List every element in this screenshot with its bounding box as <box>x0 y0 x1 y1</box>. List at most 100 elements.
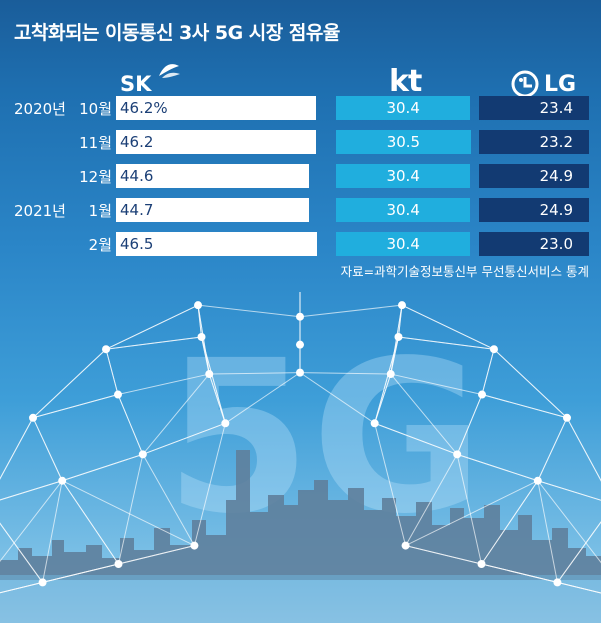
building <box>518 515 532 580</box>
network-link <box>401 304 495 350</box>
network-node <box>197 332 206 341</box>
network-node <box>478 390 487 399</box>
sk-butterfly-icon <box>159 64 180 78</box>
network-link <box>456 394 483 455</box>
network-node <box>553 578 562 587</box>
network-node <box>370 419 379 428</box>
network-link <box>374 423 407 546</box>
network-node <box>562 413 571 422</box>
source-note: 자료=과학기술정보통신부 무선통신서비스 통계 <box>340 264 589 279</box>
network-node <box>296 368 304 377</box>
kt-value-label: 30.4 <box>386 201 420 219</box>
kt-bar <box>336 232 471 256</box>
building <box>328 500 348 580</box>
network-link <box>390 373 458 455</box>
network-link <box>105 304 199 350</box>
sk-value-label: 44.6 <box>120 167 154 185</box>
network-link <box>299 372 375 424</box>
lg-bar <box>479 130 589 154</box>
network-node <box>38 578 47 587</box>
network-node <box>296 312 304 321</box>
network-node <box>386 370 395 379</box>
network-link <box>117 373 210 396</box>
building <box>134 550 154 580</box>
kt-bar <box>336 130 471 154</box>
building <box>154 528 170 580</box>
lg-value-label: 23.0 <box>539 235 573 253</box>
network-link <box>557 581 601 594</box>
month-label: 12월 <box>79 168 112 186</box>
network-link <box>481 394 568 419</box>
network-link <box>398 336 495 350</box>
network-link <box>105 349 119 395</box>
building <box>226 500 236 580</box>
network-link <box>42 563 119 583</box>
year-label: 2021년 <box>14 202 66 220</box>
network-link <box>537 480 558 583</box>
network-node <box>394 332 403 341</box>
building <box>298 490 314 580</box>
network-node <box>205 370 214 379</box>
network-node <box>477 560 486 568</box>
building <box>416 502 432 580</box>
building <box>18 548 32 580</box>
sk-value-label: 46.5 <box>120 235 154 253</box>
sk-value-label: 46.2% <box>120 99 168 117</box>
sk-value-label: 46.2 <box>120 133 154 151</box>
building <box>532 540 552 580</box>
network-link <box>42 480 63 583</box>
building <box>170 545 192 580</box>
network-link <box>456 454 482 565</box>
building <box>314 480 328 580</box>
lg-brand-text: LG <box>544 72 577 97</box>
network-link <box>62 453 143 482</box>
network-link <box>537 480 601 501</box>
building <box>586 556 601 580</box>
network-link <box>405 454 458 546</box>
sk-bar <box>116 164 309 188</box>
month-label: 11월 <box>79 134 112 152</box>
network-node <box>113 390 122 399</box>
network-link <box>0 480 63 501</box>
network-link <box>537 417 568 481</box>
network-node <box>221 419 230 428</box>
network-link <box>209 372 301 375</box>
network-link <box>481 480 539 565</box>
network-link <box>0 417 34 480</box>
network-link <box>142 422 226 455</box>
kt-bar <box>336 164 471 188</box>
network-node <box>397 301 406 310</box>
network-link <box>556 521 601 583</box>
network-node <box>194 301 203 310</box>
building <box>364 510 382 580</box>
building <box>382 498 396 580</box>
water <box>0 575 601 623</box>
lg-value-label: 23.4 <box>539 99 573 117</box>
city-skyline <box>0 450 601 580</box>
building <box>348 488 364 580</box>
network-dome <box>0 292 601 594</box>
network-link <box>201 336 226 424</box>
network-node <box>533 476 542 485</box>
network-link <box>457 453 538 482</box>
sk-logo: SK <box>120 64 180 96</box>
building <box>568 548 586 580</box>
month-label: 10월 <box>79 100 112 118</box>
sk-bar <box>116 96 316 120</box>
network-link <box>105 336 202 350</box>
month-label: 2월 <box>88 236 112 254</box>
network-link <box>32 394 119 419</box>
network-node <box>58 476 67 485</box>
network-node <box>138 450 147 459</box>
network-link <box>61 480 195 547</box>
building <box>450 508 464 580</box>
building <box>432 525 450 580</box>
network-link <box>405 545 482 565</box>
network-link <box>118 454 144 565</box>
network-link <box>481 563 558 583</box>
lg-bar <box>479 96 589 120</box>
network-node <box>29 413 38 422</box>
network-link <box>118 545 195 565</box>
building <box>284 505 298 580</box>
